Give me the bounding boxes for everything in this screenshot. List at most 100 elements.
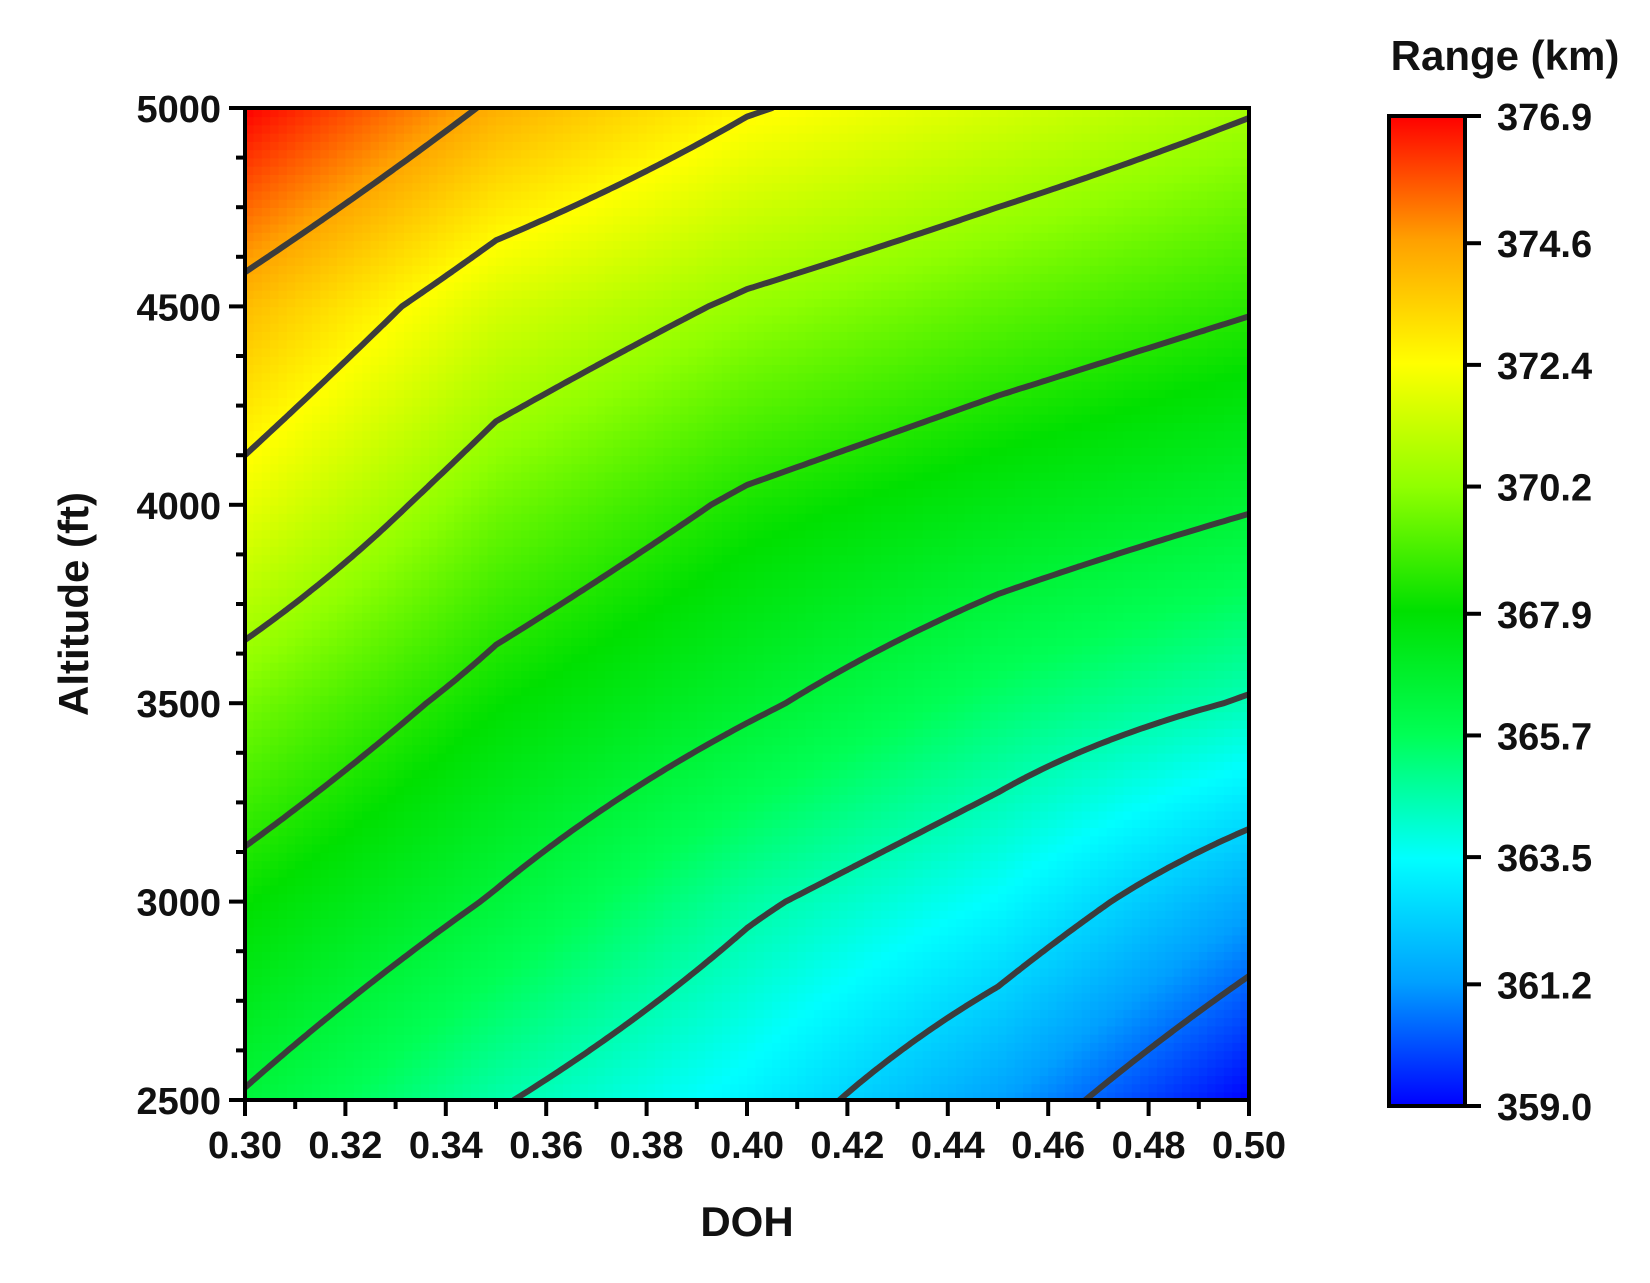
heat-cell xyxy=(947,926,957,936)
heat-cell xyxy=(303,827,313,837)
heat-cell xyxy=(1223,909,1234,919)
heat-cell xyxy=(839,959,849,969)
heat-cell xyxy=(320,967,330,977)
heat-cell xyxy=(1148,827,1158,837)
heat-cell xyxy=(688,818,698,828)
heat-cell xyxy=(721,1009,732,1019)
heat-cell xyxy=(445,835,455,845)
heat-cell xyxy=(747,951,757,961)
heat-cell xyxy=(931,761,941,771)
heat-cell xyxy=(972,868,983,878)
heat-cell xyxy=(1014,976,1024,986)
heat-cell xyxy=(847,926,857,936)
heat-cell xyxy=(1232,1033,1242,1043)
heat-cell xyxy=(1115,1033,1125,1043)
heat-cell xyxy=(1064,901,1075,911)
heat-cell xyxy=(905,959,916,969)
heat-cell xyxy=(688,843,698,853)
heat-cell xyxy=(1064,785,1075,795)
heat-cell xyxy=(286,868,296,878)
heat-cell xyxy=(989,876,999,886)
heat-cell xyxy=(956,951,966,961)
heat-cell xyxy=(1014,802,1024,812)
heat-cell xyxy=(345,860,355,870)
heat-cell xyxy=(964,876,974,886)
heat-cell xyxy=(512,967,522,977)
heat-cell xyxy=(370,843,380,853)
heat-cell xyxy=(1215,1017,1225,1027)
heat-cell xyxy=(588,885,598,895)
heat-cell xyxy=(504,1025,514,1035)
heat-cell xyxy=(554,843,564,853)
heat-cell xyxy=(772,818,782,828)
heat-cell xyxy=(914,843,924,853)
heat-cell xyxy=(1039,1066,1049,1076)
heat-cell xyxy=(1123,1042,1133,1052)
heat-cell xyxy=(454,1050,464,1060)
heat-cell xyxy=(403,901,414,911)
heat-cell xyxy=(1131,992,1142,1002)
heat-cell xyxy=(487,1058,497,1068)
heat-cell xyxy=(1131,901,1142,911)
heat-cell xyxy=(521,901,531,911)
heat-cell xyxy=(939,984,949,994)
heat-cell xyxy=(512,992,522,1002)
heat-cell xyxy=(621,1009,631,1019)
heat-cell xyxy=(504,1009,514,1019)
heat-cell xyxy=(278,843,288,853)
heat-cell xyxy=(813,1066,824,1076)
heat-cell xyxy=(1207,777,1217,787)
heat-cell xyxy=(613,1033,623,1043)
heat-cell xyxy=(688,761,698,771)
heat-cell xyxy=(412,1009,422,1019)
heat-cell xyxy=(1023,802,1033,812)
heat-cell xyxy=(571,1033,581,1043)
heat-cell xyxy=(813,885,824,895)
heat-cell xyxy=(738,901,748,911)
heat-cell xyxy=(403,992,414,1002)
heat-cell xyxy=(588,893,598,903)
heat-cell xyxy=(897,843,907,853)
heat-cell xyxy=(964,843,974,853)
heat-cell xyxy=(998,802,1008,812)
heat-cell xyxy=(872,926,882,936)
heat-cell xyxy=(1073,769,1083,779)
heat-cell xyxy=(245,876,255,886)
heat-cell xyxy=(788,785,798,795)
heat-cell xyxy=(1215,827,1225,837)
heat-cell xyxy=(1156,992,1167,1002)
heat-cell xyxy=(1090,827,1100,837)
heat-cell xyxy=(847,868,857,878)
heat-cell xyxy=(1232,951,1242,961)
heat-cell xyxy=(1014,843,1024,853)
heat-cell xyxy=(713,984,723,994)
heat-cell xyxy=(479,868,489,878)
heat-cell xyxy=(295,1075,305,1085)
heat-cell xyxy=(872,769,882,779)
heat-cell xyxy=(688,992,698,1002)
heat-cell xyxy=(529,918,539,928)
heat-cell xyxy=(872,868,882,878)
heat-cell xyxy=(395,1091,405,1100)
heat-cell xyxy=(663,1083,673,1093)
heat-cell xyxy=(345,1009,355,1019)
heat-cell xyxy=(320,802,330,812)
heat-cell xyxy=(512,976,522,986)
heat-cell xyxy=(705,1009,715,1019)
heat-cell xyxy=(1173,1091,1183,1100)
heat-cell xyxy=(1056,1083,1066,1093)
heat-cell xyxy=(1173,901,1183,911)
heat-cell xyxy=(663,992,673,1002)
heat-cell xyxy=(278,918,288,928)
heat-cell xyxy=(964,984,974,994)
heat-cell xyxy=(487,926,497,936)
heat-cell xyxy=(245,752,255,762)
heat-cell xyxy=(1014,1050,1024,1060)
heat-cell xyxy=(437,777,447,787)
heat-cell xyxy=(730,785,740,795)
heat-cell xyxy=(998,876,1008,886)
heat-cell xyxy=(880,1017,891,1027)
heat-cell xyxy=(830,1075,840,1085)
heat-cell xyxy=(788,934,798,944)
heat-cell xyxy=(880,918,891,928)
